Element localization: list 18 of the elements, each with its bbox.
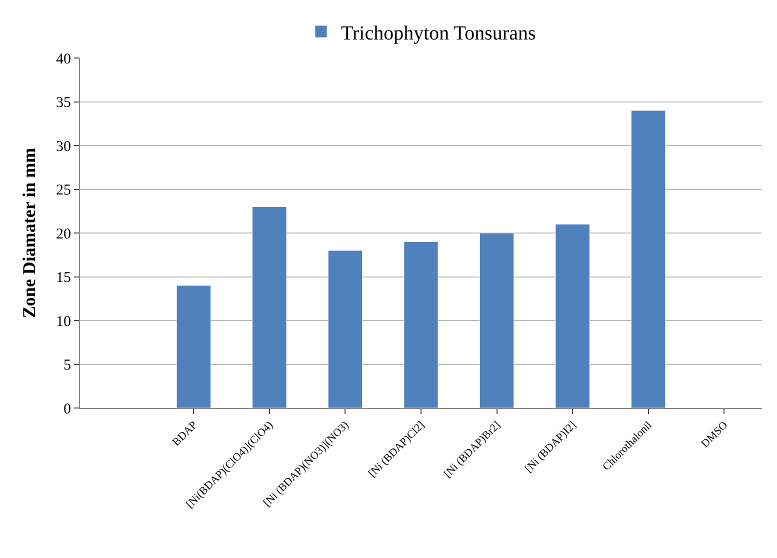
bar (252, 206, 287, 408)
bar (328, 250, 363, 408)
y-tick-label: 30 (56, 138, 71, 155)
y-tick-label: 0 (64, 401, 71, 418)
y-tick-label: 40 (56, 51, 71, 68)
y-tick-label: 20 (56, 226, 71, 242)
bar (555, 224, 590, 408)
bar (631, 110, 666, 408)
y-tick-label: 10 (56, 314, 71, 330)
bar (479, 232, 514, 408)
y-tick-label: 5 (64, 358, 71, 374)
legend-label: Trichophyton Tonsurans (341, 22, 536, 44)
bar (176, 285, 211, 408)
bar (404, 242, 438, 408)
y-axis-title: Zone Diamater in mm (19, 148, 40, 318)
y-tick-label: 15 (56, 270, 71, 286)
y-tick-label: 25 (56, 182, 71, 198)
y-tick-label: 35 (56, 95, 71, 111)
